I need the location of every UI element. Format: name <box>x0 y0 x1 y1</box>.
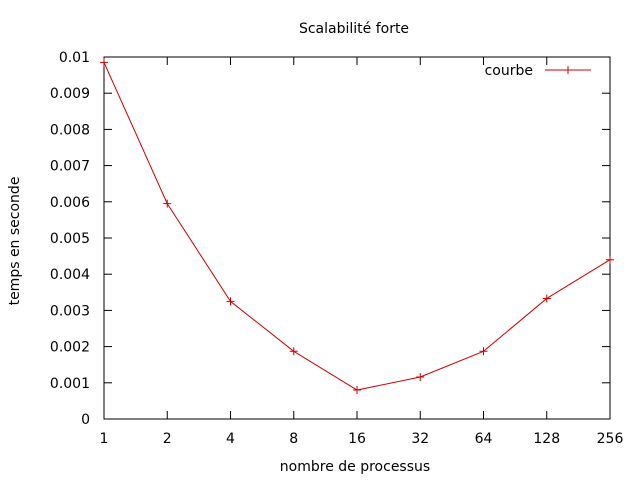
x-tick-label: 1 <box>100 431 109 447</box>
data-point <box>479 347 488 356</box>
data-point <box>289 347 298 356</box>
y-tick-label: 0.01 <box>59 50 90 66</box>
data-point <box>353 386 361 395</box>
data-point <box>100 58 108 67</box>
x-tick-label: 16 <box>348 431 366 447</box>
plot-frame <box>103 56 611 420</box>
y-tick-label: 0.007 <box>50 159 90 175</box>
x-tick-label: 2 <box>163 431 172 447</box>
y-axis: 0 0.001 0.002 0.003 0.004 0.005 0.006 0.007 0.00… <box>50 50 610 428</box>
y-tick-label: 0.003 <box>50 303 90 319</box>
legend-label: courbe <box>485 63 533 79</box>
data-point <box>542 294 551 303</box>
y-tick-label: 0.001 <box>50 376 90 392</box>
data-point <box>163 199 172 208</box>
y-tick-label: 0.002 <box>50 340 90 356</box>
y-tick-label: 0.005 <box>50 231 90 247</box>
x-axis-label: nombre de processus <box>280 459 430 475</box>
series-line <box>103 62 611 391</box>
x-axis: 1 2 4 8 16 32 64 128 256 <box>100 57 624 447</box>
legend: courbe <box>485 63 591 79</box>
x-tick-label: 4 <box>226 431 235 447</box>
data-point <box>416 373 425 382</box>
legend-marker <box>564 66 572 74</box>
x-tick-label: 64 <box>475 431 493 447</box>
y-axis-label: temps en seconde <box>7 177 23 306</box>
y-tick-label: 0.006 <box>50 195 90 211</box>
y-tick-label: 0.008 <box>50 122 90 138</box>
x-tick-label: 256 <box>597 431 624 447</box>
x-tick-label: 8 <box>289 431 298 447</box>
chart-title: Scalabilité forte <box>299 21 409 37</box>
x-tick-label: 32 <box>411 431 429 447</box>
data-point <box>606 255 614 264</box>
y-tick-label: 0 <box>81 412 90 428</box>
y-tick-label: 0.009 <box>50 86 90 102</box>
y-tick-label: 0.004 <box>50 267 90 283</box>
series-layer <box>100 58 614 395</box>
data-point <box>226 297 235 306</box>
x-tick-label: 128 <box>533 431 560 447</box>
